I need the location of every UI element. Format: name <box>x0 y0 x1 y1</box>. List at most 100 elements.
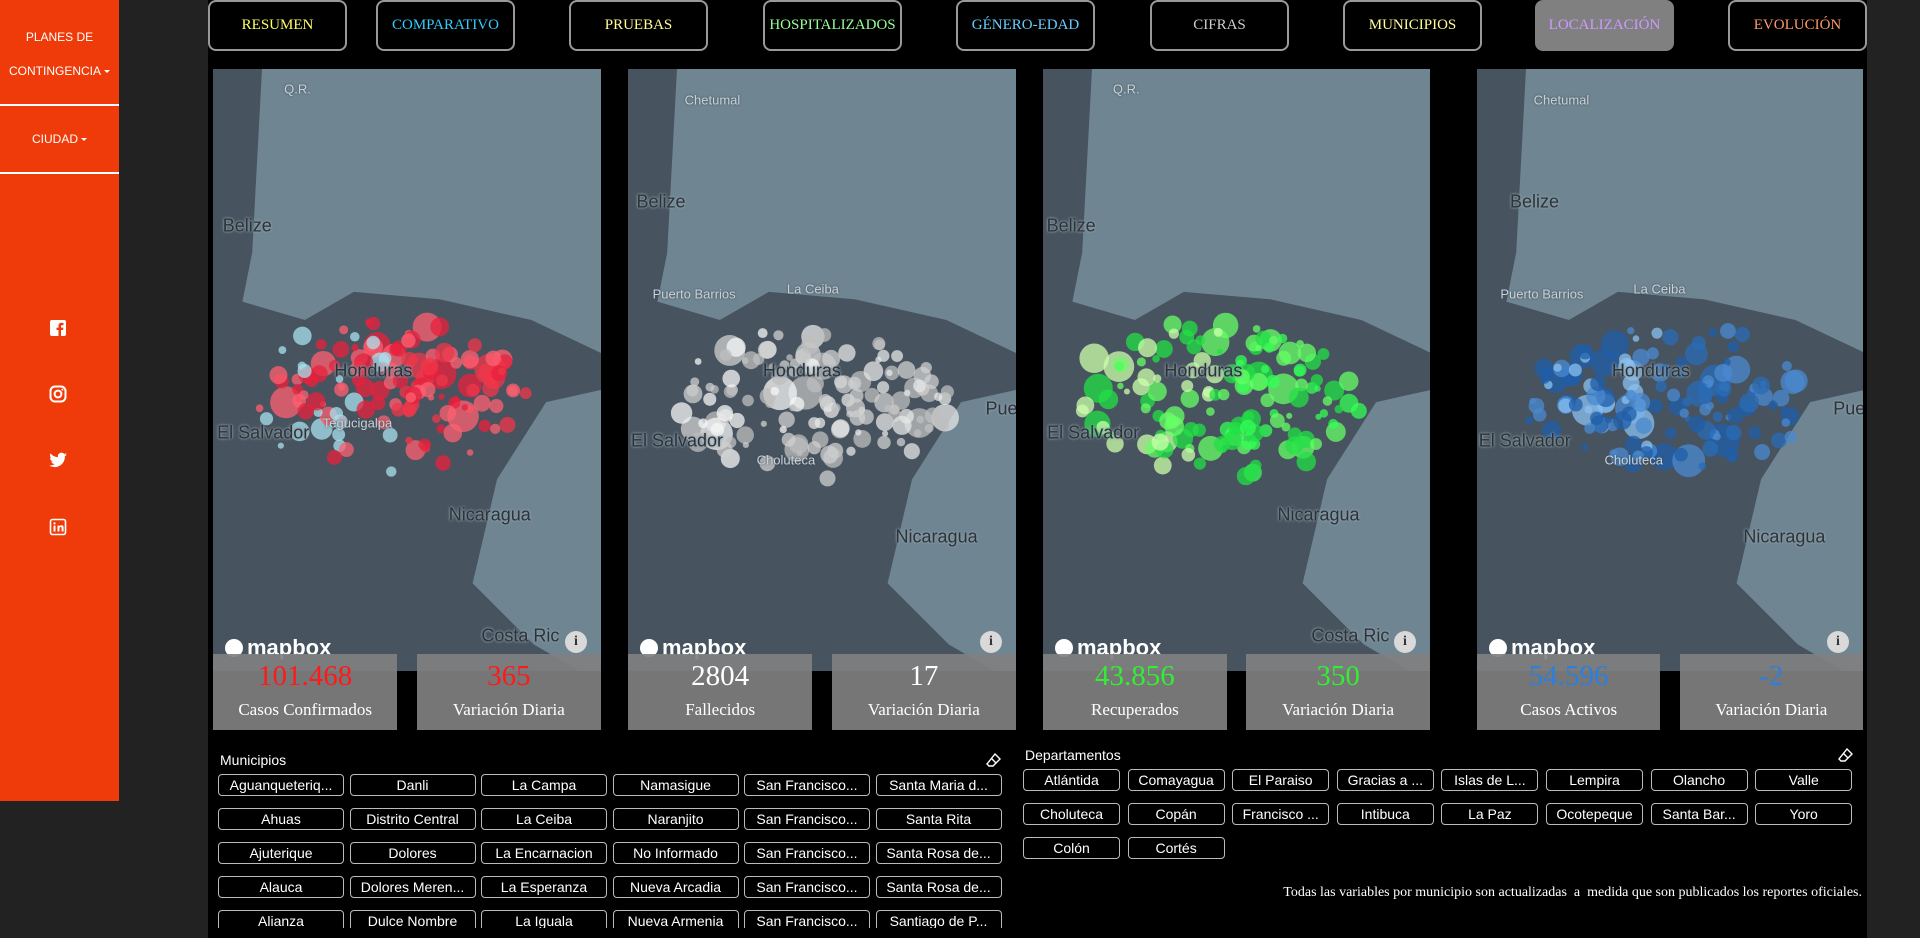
info-button[interactable]: i <box>1827 631 1849 653</box>
map[interactable]: Q.R. Belize Honduras El Salvador Nicaragua Co… <box>1043 69 1430 671</box>
filter-chip[interactable]: Santa Rosa de... <box>875 876 1002 898</box>
filter-chip[interactable]: Dolores Meren... <box>349 876 476 898</box>
filter-chip[interactable]: San Francisco... <box>744 876 870 898</box>
nav-tab[interactable]: CIFRAS <box>1150 0 1289 51</box>
filter-chip[interactable]: La Paz <box>1441 803 1539 825</box>
nav-tab[interactable]: RESUMEN <box>208 0 347 51</box>
bubble <box>1328 418 1339 429</box>
filter-chip[interactable]: Olancho <box>1650 769 1748 791</box>
bubble <box>401 333 416 348</box>
filter-chip[interactable]: Francisco ... <box>1232 803 1330 825</box>
nav-tab[interactable]: LOCALIZACIÓN <box>1535 0 1674 51</box>
filter-chip[interactable]: Comayagua <box>1127 769 1225 791</box>
bubble <box>1659 363 1671 375</box>
filter-chip[interactable]: Alianza <box>218 910 344 928</box>
filter-chip[interactable]: Colón <box>1023 837 1120 859</box>
filter-chip[interactable]: Intibuca <box>1336 803 1434 825</box>
filter-chip[interactable]: La Encarnacion <box>481 842 607 864</box>
filter-chip[interactable]: Santa Maria d... <box>875 774 1002 796</box>
linkedin-icon[interactable] <box>48 517 68 537</box>
filter-chip[interactable]: La Esperanza <box>481 876 607 898</box>
filter-chip[interactable]: Gracias a ... <box>1336 769 1434 791</box>
bubble <box>1771 432 1787 449</box>
bubble <box>1293 363 1307 377</box>
filter-chip[interactable]: La Iguala <box>481 910 607 928</box>
bubble <box>332 428 346 442</box>
bubble <box>1581 443 1589 451</box>
info-button[interactable]: i <box>1394 631 1416 653</box>
bubble <box>1727 407 1744 424</box>
filter-chip[interactable]: Lempira <box>1546 769 1643 791</box>
filter-chip[interactable]: Nueva Armenia <box>612 910 739 928</box>
bubble <box>1632 335 1640 342</box>
filter-chip[interactable]: Dolores <box>349 842 476 864</box>
clear-button[interactable] <box>1838 747 1854 763</box>
bubble <box>876 381 890 394</box>
filter-chip[interactable]: Distrito Central <box>349 808 476 830</box>
filter-chip[interactable]: Danli <box>349 774 476 796</box>
filter-chip[interactable]: Santa Rosa de... <box>875 842 1002 864</box>
stat-box: 101.468 Casos Confirmados <box>213 654 398 730</box>
filter-chip[interactable]: Islas de L... <box>1441 769 1539 791</box>
filter-chip[interactable]: Santiago de P... <box>875 910 1002 928</box>
nav-tab[interactable]: PRUEBAS <box>569 0 708 51</box>
filter-chip[interactable]: Nueva Arcadia <box>612 876 739 898</box>
bubble <box>683 384 703 404</box>
twitter-icon[interactable] <box>48 450 68 470</box>
bubble <box>719 349 732 362</box>
nav-tab[interactable]: EVOLUCIÓN <box>1728 0 1867 51</box>
instagram-icon[interactable] <box>48 384 68 404</box>
filter-chip[interactable]: Ahuas <box>218 808 344 830</box>
logo-mark <box>1489 639 1507 657</box>
filter-chip[interactable]: Santa Rita <box>875 808 1002 830</box>
facebook-icon[interactable] <box>48 318 68 338</box>
bubble <box>863 361 884 382</box>
filter-chip[interactable]: San Francisco... <box>744 774 870 796</box>
filter-chip[interactable]: La Ceiba <box>481 808 607 830</box>
bubble <box>1075 404 1089 418</box>
filter-chip[interactable]: Ocotepeque <box>1546 803 1643 825</box>
filter-chip[interactable]: Santa Bar... <box>1650 803 1748 825</box>
filter-chip[interactable]: La Campa <box>481 774 607 796</box>
stat-value: 101.468 <box>258 660 353 692</box>
filter-chip[interactable]: Choluteca <box>1023 803 1120 825</box>
nav-tab[interactable]: COMPARATIVO <box>376 0 515 51</box>
info-button[interactable]: i <box>565 631 587 653</box>
nav-tab[interactable]: MUNICIPIOS <box>1343 0 1482 51</box>
filter-chip[interactable]: Cortés <box>1127 837 1225 859</box>
map[interactable]: Chetumal Belize Puerto Barrios La Ceiba Hond… <box>628 69 1016 671</box>
bubble <box>924 423 934 433</box>
filter-chip[interactable]: Yoro <box>1755 803 1853 825</box>
bubble <box>1228 421 1243 436</box>
filter-chip[interactable]: San Francisco... <box>744 910 870 928</box>
map[interactable]: Chetumal Belize Puerto Barrios La Ceiba Hond… <box>1477 69 1863 671</box>
filter-chip[interactable]: Aguanqueteriq... <box>218 774 344 796</box>
clear-button[interactable] <box>986 752 1002 768</box>
menu-item[interactable]: PLANES DE CONTINGENCIA <box>0 20 119 106</box>
place-label: Q.R. <box>1112 81 1140 97</box>
menu-item[interactable]: CIUDAD <box>0 106 119 174</box>
nav-tab[interactable]: HOSPITALIZADOS <box>763 0 902 51</box>
filter-chip[interactable]: San Francisco... <box>744 842 870 864</box>
map[interactable]: Q.R. Belize Honduras El Salvador Tegucigalpa… <box>213 69 601 671</box>
nav-tab[interactable]: GÉNERO-EDAD <box>956 0 1095 51</box>
filter-chip[interactable]: Copán <box>1127 803 1225 825</box>
filter-chip[interactable]: Valle <box>1755 769 1853 791</box>
filter-chip[interactable]: No Informado <box>612 842 739 864</box>
filter-chip[interactable]: San Francisco... <box>744 808 870 830</box>
bubble <box>1136 357 1146 367</box>
info-button[interactable]: i <box>980 631 1002 653</box>
bubble <box>1260 393 1275 408</box>
bubble <box>1624 435 1643 454</box>
filter-chip[interactable]: El Paraiso <box>1232 769 1330 791</box>
filter-chip[interactable]: Namasigue <box>612 774 739 796</box>
filter-chip[interactable]: Ajuterique <box>218 842 344 864</box>
filter-chip[interactable]: Atlántida <box>1023 769 1120 791</box>
filter-chip[interactable]: Naranjito <box>612 808 739 830</box>
bubble <box>1632 348 1650 366</box>
filter-chip[interactable]: Alauca <box>218 876 344 898</box>
filter-chip[interactable]: Dulce Nombre <box>349 910 476 928</box>
bubble <box>1098 389 1119 410</box>
bubble <box>819 470 836 487</box>
bubble <box>1180 389 1200 408</box>
